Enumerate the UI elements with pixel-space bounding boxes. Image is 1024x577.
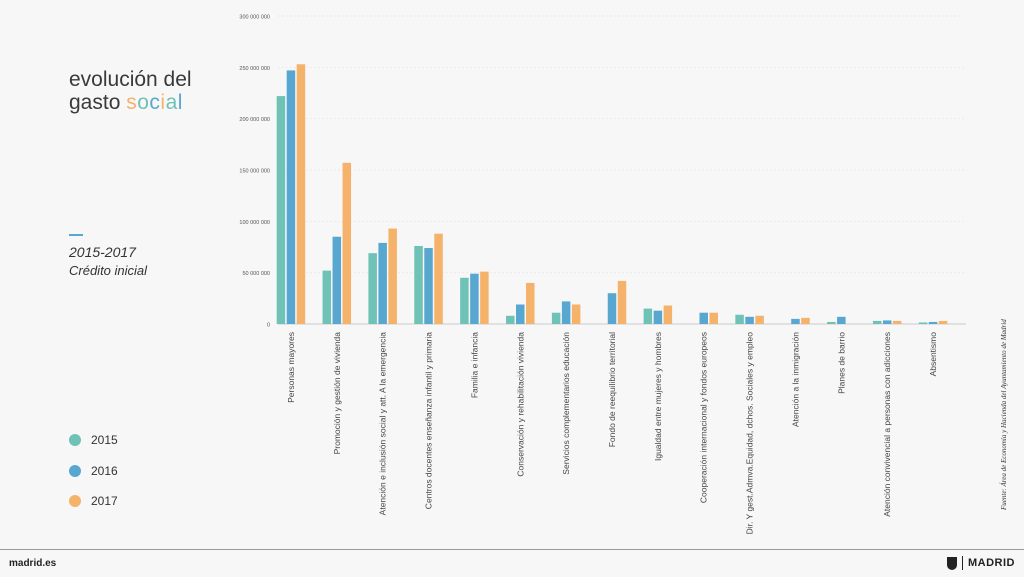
footer-site-link[interactable]: madrid.es [9, 558, 57, 569]
coat-of-arms-icon [947, 556, 957, 570]
bar [368, 253, 377, 324]
chart-title: evolución del gasto social [69, 68, 192, 114]
x-tick-label: Fondo de reequilibrio territorial [607, 332, 617, 447]
bar [460, 277, 469, 324]
bar [837, 316, 846, 324]
bar [322, 270, 332, 324]
title-letter: a [165, 91, 178, 114]
x-tick-label: Atención e inclusión social y att. A la … [378, 332, 388, 516]
title-letter: s [126, 91, 138, 114]
x-tick-label: Conservación y rehabilitación vivienda [515, 332, 525, 477]
bar [872, 320, 882, 324]
bar [571, 304, 581, 324]
title-highlight-word: social [126, 91, 183, 114]
bar [709, 312, 718, 324]
bar [551, 312, 561, 324]
accent-line [69, 234, 83, 236]
bar [296, 64, 306, 325]
bar [424, 248, 433, 324]
bar [827, 321, 836, 324]
y-tick-label: 100 000 000 [239, 220, 270, 226]
bar [480, 271, 489, 324]
bar [791, 318, 800, 324]
bar [892, 320, 902, 324]
bar-chart: 0 50 000 000 100 000 000 150 000 000 200 000… [239, 15, 966, 535]
title-letter: c [149, 91, 161, 114]
legend-label: 2016 [91, 463, 118, 478]
x-tick-label: Promoción y gestión de vivienda [332, 332, 342, 455]
bar [342, 162, 352, 324]
bar [332, 236, 342, 324]
y-tick-label: 250 000 000 [239, 66, 270, 72]
y-tick-label: 200 000 000 [239, 117, 270, 123]
y-tick-label: 300 000 000 [239, 15, 270, 21]
bar [434, 233, 443, 324]
bar [653, 310, 663, 324]
logo-divider [962, 556, 963, 570]
logo-text: MADRID [968, 557, 1015, 569]
legend: 2015 2016 2017 [69, 430, 118, 522]
subtitle: Crédito inicial [69, 263, 148, 278]
bar [561, 301, 571, 324]
bar [378, 242, 387, 324]
bar [388, 228, 397, 324]
bar [516, 304, 525, 324]
bar [699, 312, 708, 324]
x-tick-label: Servicios complementarios educación [561, 332, 571, 475]
legend-swatch [69, 434, 81, 446]
bar [276, 96, 286, 324]
x-tick-label: Atención a la inmigración [790, 332, 800, 427]
title-letter: o [137, 91, 150, 114]
legend-swatch [69, 495, 81, 507]
legend-item: 2016 [69, 461, 118, 481]
bar [938, 320, 948, 324]
source-note: Fuente: Área de Economía y Hacienda del … [1000, 319, 1008, 510]
legend-label: 2015 [91, 433, 118, 447]
title-line-2: gasto [69, 91, 127, 114]
y-tick-label: 0 [267, 323, 270, 329]
bar [526, 282, 535, 324]
y-tick-label: 150 000 000 [239, 169, 270, 175]
legend-label: 2017 [91, 494, 118, 508]
x-tick-label: Cooperación internacional y fondos europ… [699, 332, 709, 503]
bar [745, 316, 754, 324]
bar [801, 317, 810, 324]
x-tick-label: Igualdad entre mujeres y hombres [653, 332, 663, 461]
bar [735, 314, 744, 324]
madrid-logo: MADRID [947, 556, 1015, 570]
bar [918, 322, 928, 324]
bar [607, 293, 617, 324]
bar [663, 305, 673, 324]
title-letter: l [177, 91, 183, 114]
x-tick-label: Centros docentes enseñanza infantil y pr… [424, 332, 434, 509]
x-tick-label: Planes de barrio [836, 332, 846, 394]
legend-item: 2015 [69, 430, 118, 450]
x-tick-label: Dir. Y gest.Admva.Equidad, dchos. Social… [745, 332, 755, 535]
x-tick-label: Absentismo [928, 332, 938, 377]
x-tick-label: Atención convivencial a personas con adi… [882, 332, 892, 517]
bar [506, 315, 515, 324]
x-tick-label: Familia e infancia [469, 332, 479, 398]
x-tick-label: Personas mayores [286, 332, 296, 403]
title-line-1: evolución del [69, 68, 192, 91]
bar [470, 273, 479, 324]
bar [882, 320, 892, 324]
bar [928, 321, 938, 324]
legend-item: 2017 [69, 491, 118, 511]
bar [414, 245, 423, 324]
footer: madrid.es MADRID [0, 549, 1024, 577]
bar [286, 70, 296, 324]
legend-swatch [69, 464, 81, 477]
y-tick-label: 50 000 000 [242, 271, 270, 277]
bar [617, 280, 627, 324]
title-letter: i [160, 91, 166, 114]
bar [755, 315, 764, 324]
period-label: 2015-2017 [69, 244, 136, 260]
bar [643, 308, 653, 324]
